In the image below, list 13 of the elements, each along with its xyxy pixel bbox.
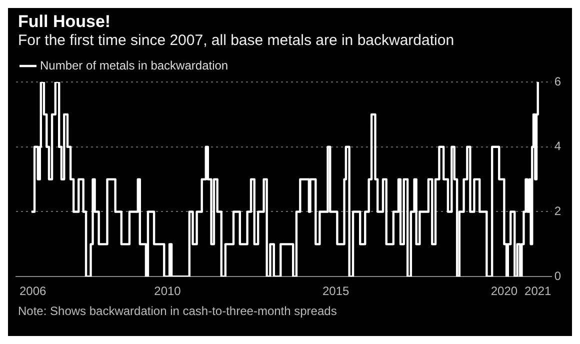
y-tick-label: 4 xyxy=(554,139,562,154)
x-tick-label: 2021 xyxy=(524,284,552,298)
x-tick-label: 2006 xyxy=(19,284,47,298)
chart-title: Full House! xyxy=(18,12,111,32)
x-tick-label: 2015 xyxy=(322,284,350,298)
text: Note: Shows backwardation in cash-to-three-month spreads xyxy=(18,304,337,318)
y-tick-label: 6 xyxy=(554,74,562,88)
y-tick-label: 2 xyxy=(554,204,562,218)
chart-subtitle: For the first time since 2007, all base metals are in backwardation xyxy=(18,32,454,49)
legend-label: Number of metals in backwardation xyxy=(40,58,228,72)
y-tick-label: 0 xyxy=(554,268,562,283)
x-tick-label: 2020 xyxy=(490,284,518,298)
x-tick-label: 2010 xyxy=(154,284,182,298)
